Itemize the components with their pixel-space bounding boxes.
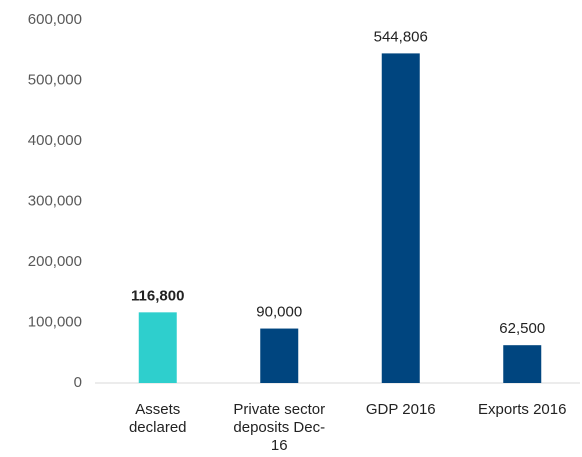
data-label: 116,800 xyxy=(131,287,184,304)
x-tick-label: Assets declared xyxy=(129,401,187,436)
bar xyxy=(138,312,177,383)
x-tick-label: GDP 2016 xyxy=(366,401,436,418)
bar xyxy=(503,345,542,383)
y-tick-label: 200,000 xyxy=(28,253,82,270)
y-tick-label: 300,000 xyxy=(28,192,82,209)
y-tick-label: 600,000 xyxy=(28,11,82,28)
bar xyxy=(381,53,420,384)
bar xyxy=(260,328,299,383)
data-label: 62,500 xyxy=(499,320,545,337)
x-tick-label: Private sector deposits Dec-16 xyxy=(233,401,325,454)
y-tick-label: 400,000 xyxy=(28,132,82,149)
y-tick-label: 500,000 xyxy=(28,71,82,88)
y-tick-label: 100,000 xyxy=(28,313,82,330)
x-tick-label: Exports 2016 xyxy=(478,401,566,418)
y-tick-label: 0 xyxy=(74,374,82,391)
data-label: 90,000 xyxy=(256,304,302,321)
data-label: 544,806 xyxy=(374,28,428,45)
